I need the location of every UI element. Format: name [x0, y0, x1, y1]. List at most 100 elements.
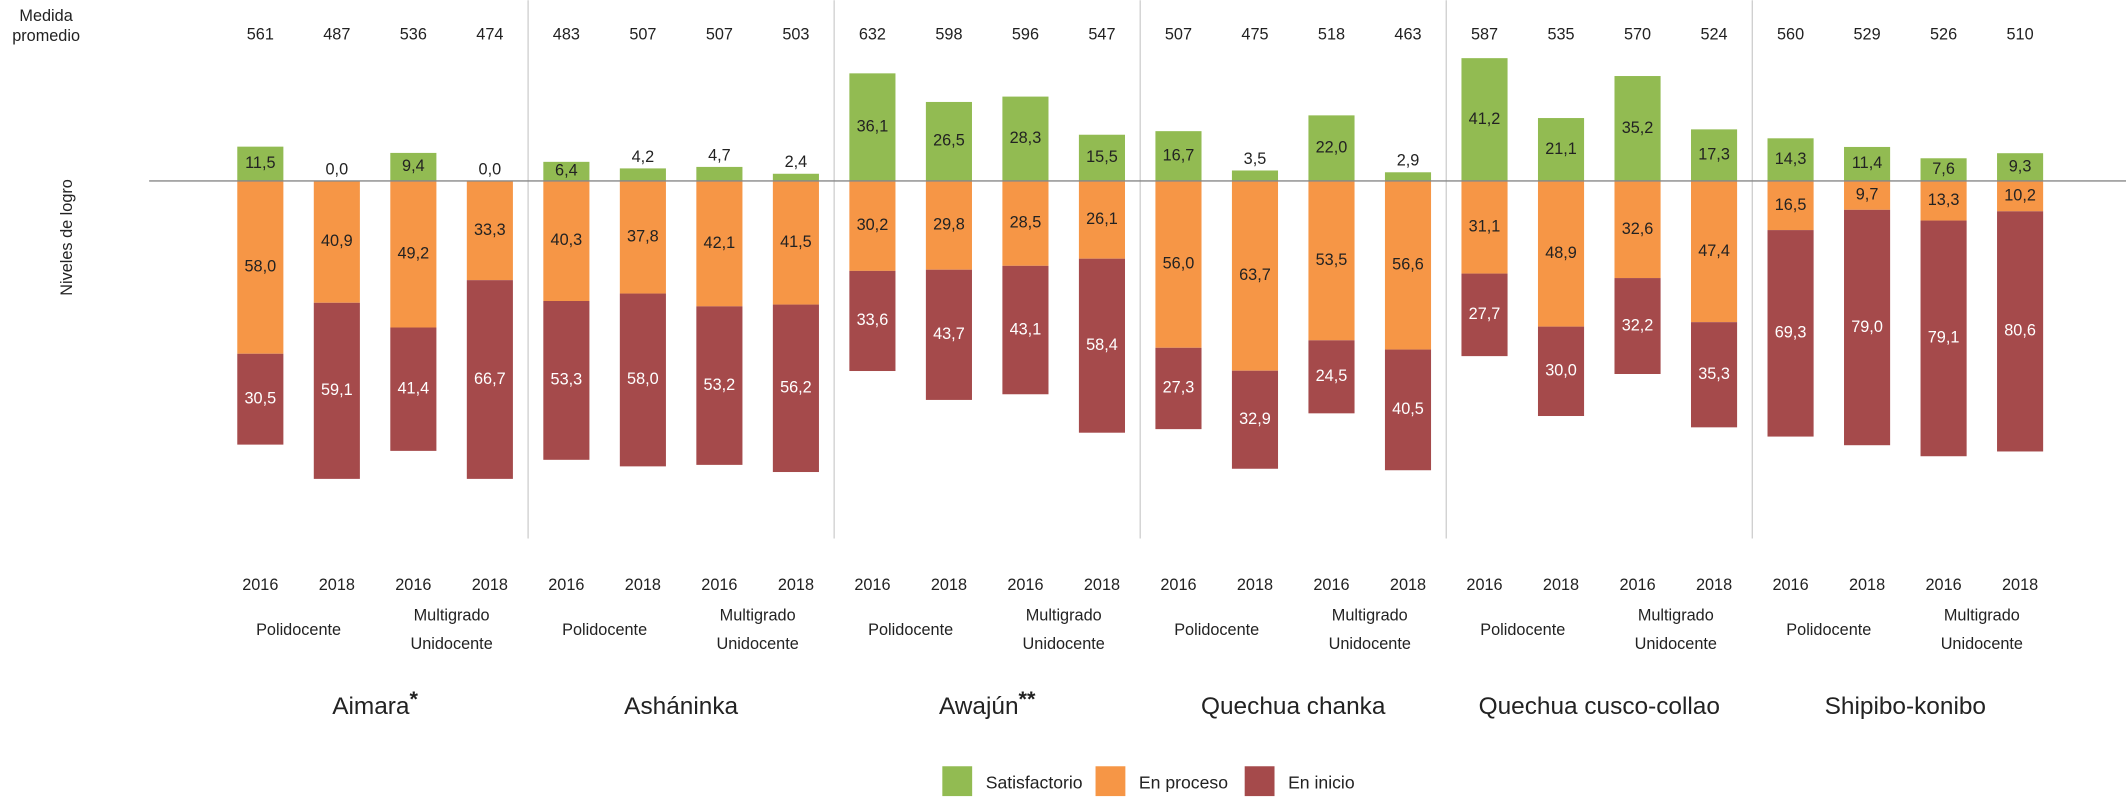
school-type-label: Polidocente — [256, 621, 341, 639]
bar-segment — [1308, 115, 1355, 181]
score-value: 536 — [400, 26, 427, 44]
value-label: 29,8 — [933, 216, 965, 234]
bar-segment — [1690, 180, 1738, 323]
x-tick-label: 2018 — [2002, 576, 2038, 594]
bar-segment — [1767, 180, 1814, 231]
value-label: 17,3 — [1698, 145, 1730, 163]
score-value: 526 — [1930, 26, 1957, 44]
value-label: 36,1 — [857, 117, 889, 135]
bar-segment — [925, 180, 972, 270]
bar-segment — [1614, 76, 1661, 181]
bar-segment — [849, 73, 896, 181]
score-label: Medida — [19, 7, 73, 25]
bar-segment — [1231, 370, 1279, 469]
legend-swatch — [1244, 766, 1275, 797]
x-tick-label: 2016 — [1160, 576, 1196, 594]
x-tick-label: 2016 — [1925, 576, 1961, 594]
value-label: 80,6 — [2004, 322, 2036, 340]
legend-label: Satisfactorio — [986, 773, 1083, 793]
x-tick-label: 2016 — [1313, 576, 1349, 594]
x-tick-label: 2018 — [472, 576, 508, 594]
bar-segment — [1155, 347, 1202, 430]
score-value: 507 — [1165, 26, 1192, 44]
school-type-label: Unidocente — [1023, 635, 1105, 653]
x-tick-label: 2018 — [1543, 576, 1579, 594]
x-tick-label: 2018 — [319, 576, 355, 594]
school-type-label: Unidocente — [1329, 635, 1411, 653]
score-value: 518 — [1318, 26, 1345, 44]
value-label: 58,0 — [627, 370, 659, 388]
bar-segment — [1461, 180, 1508, 274]
value-label: 15,5 — [1086, 148, 1118, 166]
school-type-label: Unidocente — [410, 635, 492, 653]
score-value: 529 — [1853, 26, 1880, 44]
bar-segment — [1614, 278, 1661, 374]
value-label: 63,7 — [1239, 266, 1271, 284]
school-type-label: Polidocente — [1174, 621, 1259, 639]
value-label: 28,3 — [1010, 129, 1042, 147]
bar-segment — [849, 180, 896, 271]
bar-segment — [1997, 153, 2044, 181]
x-tick-label: 2016 — [395, 576, 431, 594]
bar-segment — [1384, 349, 1432, 471]
score-value: 561 — [247, 26, 274, 44]
bar-segment — [696, 166, 743, 181]
bar-segment — [313, 180, 360, 303]
x-tick-label: 2018 — [1849, 576, 1885, 594]
group-name: Quechua cusco-collao — [1479, 693, 1720, 720]
x-tick-label: 2016 — [1466, 576, 1502, 594]
score-value: 503 — [782, 26, 809, 44]
value-label: 53,3 — [551, 371, 583, 389]
value-label: 14,3 — [1775, 150, 1807, 168]
school-type-label: Polidocente — [1480, 621, 1565, 639]
score-label: promedio — [12, 27, 80, 45]
value-label: 53,2 — [704, 376, 736, 394]
value-label: 43,7 — [933, 325, 965, 343]
score-value: 598 — [935, 26, 962, 44]
bar-segment — [1384, 172, 1432, 181]
legend-label: En inicio — [1288, 773, 1355, 793]
score-value: 487 — [323, 26, 350, 44]
value-label: 69,3 — [1775, 324, 1807, 342]
group-name: Awajún — [939, 693, 1019, 720]
bar-segment — [696, 180, 743, 307]
bar-segment — [619, 180, 666, 294]
bar-segment — [925, 101, 972, 181]
value-label: 58,0 — [244, 258, 276, 276]
score-value: 483 — [553, 26, 580, 44]
bar-segment — [1997, 180, 2044, 212]
value-label: 32,9 — [1239, 410, 1271, 428]
value-label: 33,6 — [857, 311, 889, 329]
value-label: 35,3 — [1698, 365, 1730, 383]
value-label: 42,1 — [704, 234, 736, 252]
school-type-label: Multigrado — [414, 607, 490, 625]
bar-segment — [772, 180, 819, 305]
bar-segment — [1767, 230, 1814, 437]
value-label: 24,5 — [1316, 367, 1348, 385]
value-label: 13,3 — [1928, 191, 1960, 209]
value-label: 28,5 — [1010, 214, 1042, 232]
bar-segment — [1461, 273, 1508, 357]
value-label: 32,6 — [1622, 220, 1654, 238]
value-label: 22,0 — [1316, 138, 1348, 156]
x-tick-label: 2018 — [1390, 576, 1426, 594]
bar-segment — [619, 293, 666, 467]
bar-segment — [543, 300, 590, 460]
bar-segment — [1231, 170, 1279, 181]
bar-segment — [237, 146, 284, 181]
value-label: 26,5 — [933, 132, 965, 150]
bar-segment — [543, 161, 590, 181]
x-tick-label: 2016 — [1772, 576, 1808, 594]
value-label: 56,2 — [780, 379, 812, 397]
value-label: 9,4 — [402, 157, 425, 175]
value-label: 40,3 — [551, 231, 583, 249]
x-tick-label: 2018 — [625, 576, 661, 594]
group-note-mark: * — [410, 686, 419, 711]
score-value: 510 — [2007, 26, 2034, 44]
group-name: Asháninka — [624, 693, 738, 720]
value-label: 59,1 — [321, 381, 353, 399]
bar-segment — [1844, 209, 1891, 446]
bar-segment — [1537, 326, 1585, 417]
